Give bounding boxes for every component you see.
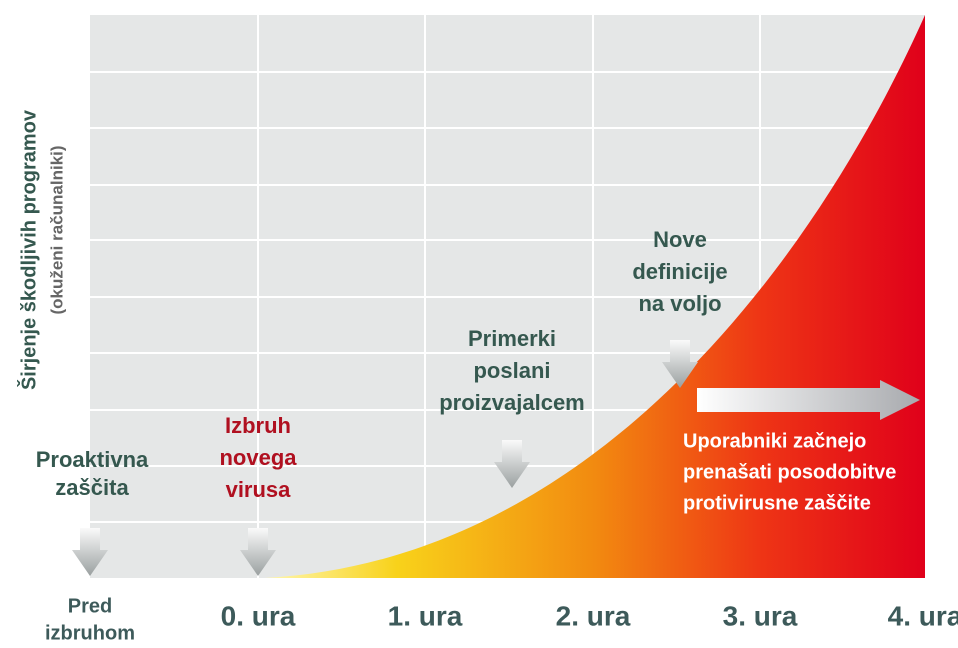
labels: Širjenje škodljivih programov (okuženi ra… bbox=[16, 109, 958, 644]
annotation: poslani bbox=[473, 358, 550, 383]
annotation: Primerki bbox=[468, 326, 556, 351]
arrows bbox=[72, 340, 920, 576]
annotation: proizvajalcem bbox=[439, 390, 585, 415]
annotation: virusa bbox=[226, 477, 292, 502]
x-label: 1. ura bbox=[388, 600, 463, 631]
spread-area bbox=[265, 15, 925, 578]
y-axis-title: Širjenje škodljivih programov bbox=[16, 109, 40, 390]
annotation: Izbruh bbox=[225, 413, 291, 438]
annotation: protivirusne zaščite bbox=[683, 492, 871, 514]
x-label: 3. ura bbox=[723, 600, 798, 631]
annotation: prenašati posodobitve bbox=[683, 461, 896, 483]
annotation: Uporabniki začnejo bbox=[683, 430, 866, 452]
x-label: izbruhom bbox=[45, 622, 135, 644]
annotation: na voljo bbox=[638, 291, 721, 316]
annotation: novega bbox=[219, 445, 297, 470]
x-label: 0. ura bbox=[221, 600, 296, 631]
annotation: definicije bbox=[632, 259, 727, 284]
annotation: Proaktivna bbox=[36, 447, 149, 472]
x-label: 2. ura bbox=[556, 600, 631, 631]
y-axis-subtitle: (okuženi računalniki) bbox=[47, 145, 66, 314]
annotation: Nove bbox=[653, 227, 707, 252]
x-label: Pred bbox=[68, 595, 112, 617]
x-label: 4. ura bbox=[888, 600, 958, 631]
annotation: zaščita bbox=[55, 475, 129, 500]
